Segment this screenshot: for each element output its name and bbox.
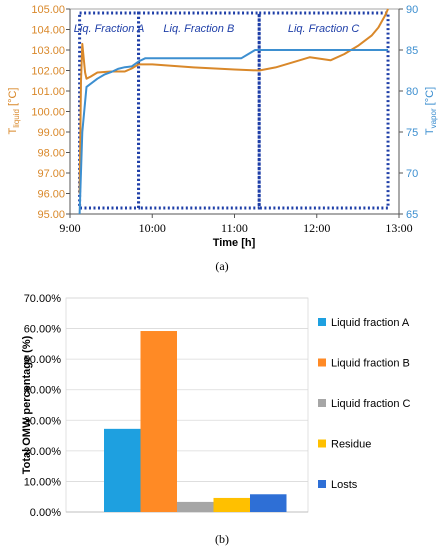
y-tick-label: 70.00% xyxy=(24,293,62,305)
legend-label: Liquid fraction B xyxy=(331,358,410,370)
fraction-label: Liq. Fraction B xyxy=(163,23,234,35)
y-tick-label: 10.00% xyxy=(24,476,62,488)
y-right-tick-label: 65 xyxy=(406,209,418,221)
legend-swatch xyxy=(318,399,326,407)
fraction-box xyxy=(137,11,261,210)
y-left-tick-label: 104.00 xyxy=(31,25,65,37)
temperature-chart: 9:00 10:00 11:00 12:00 13:00 95.00 96.00 97.00… xyxy=(7,4,438,273)
bar xyxy=(177,501,214,512)
vapor-temperature-line xyxy=(78,49,388,215)
x-tick-label: 9:00 xyxy=(59,221,80,235)
omw-bar-chart: 0.00% 10.00% 20.00% 30.00% 40.00% 50.00% 60.00… xyxy=(21,293,411,546)
y-left-tick-label: 96.00 xyxy=(37,189,65,201)
y-left-tick-label: 99.00 xyxy=(37,127,65,139)
fraction-box xyxy=(78,11,141,210)
y-axis-right-title: Tvapor [°C] xyxy=(424,87,438,135)
plot-area-border xyxy=(65,297,309,513)
y-left-tick-label: 102.00 xyxy=(31,66,65,78)
y-left-tick-label: 100.00 xyxy=(31,107,65,119)
x-tick-label: 12:00 xyxy=(303,221,330,235)
legend-label: Residue xyxy=(331,439,371,451)
y-tick-label: 60.00% xyxy=(24,324,62,336)
fraction-label: Liq. Fraction A xyxy=(74,23,145,35)
y-axis-title: Total OMW percentage (%) xyxy=(21,335,33,474)
x-axis-title: Time [h] xyxy=(213,237,256,249)
x-tick-label: 10:00 xyxy=(139,221,166,235)
y-right-tick-label: 90 xyxy=(406,4,418,16)
y-tick-label: 30.00% xyxy=(24,415,62,427)
y-right-tick-label: 85 xyxy=(406,45,418,57)
y-right-tick-label: 70 xyxy=(406,168,418,180)
legend-label: Liquid fraction C xyxy=(331,398,411,410)
legend-swatch xyxy=(318,480,326,488)
x-tick-label: 13:00 xyxy=(385,221,412,235)
y-left-tick-label: 95.00 xyxy=(37,209,65,221)
fraction-label: Liq. Fraction C xyxy=(288,23,360,35)
y-left-tick-label: 97.00 xyxy=(37,168,65,180)
x-tick-label: 11:00 xyxy=(221,221,248,235)
legend-label: Losts xyxy=(331,479,358,491)
y-tick-label: 0.00% xyxy=(30,507,61,519)
liquid-temperature-line xyxy=(78,8,389,194)
fraction-box xyxy=(257,11,390,210)
y-tick-label: 50.00% xyxy=(24,354,62,366)
bar xyxy=(213,497,250,512)
y-right-tick-label: 75 xyxy=(406,127,418,139)
bar xyxy=(140,331,177,512)
legend-swatch xyxy=(318,439,326,448)
y-left-tick-label: 105.00 xyxy=(31,4,65,16)
y-tick-label: 40.00% xyxy=(24,385,62,397)
panel-label-b: (b) xyxy=(215,532,229,546)
panel-label-a: (a) xyxy=(215,259,228,273)
legend-swatch xyxy=(318,358,326,367)
y-right-tick-label: 80 xyxy=(406,86,418,98)
legend-label: Liquid fraction A xyxy=(331,317,410,329)
y-left-tick-label: 98.00 xyxy=(37,148,65,160)
legend-swatch xyxy=(318,318,326,326)
y-left-tick-label: 101.00 xyxy=(31,86,65,98)
y-tick-label: 20.00% xyxy=(24,446,62,458)
y-axis-left-title: Tliquid [°C] xyxy=(7,88,21,135)
y-left-tick-label: 103.00 xyxy=(31,45,65,57)
bar xyxy=(250,494,287,512)
bar xyxy=(104,428,141,512)
